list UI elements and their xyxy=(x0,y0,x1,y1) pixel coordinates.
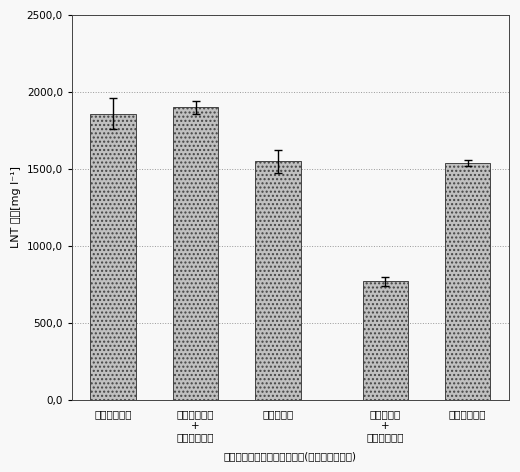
Bar xyxy=(362,281,408,400)
Bar xyxy=(90,114,136,400)
X-axis label: ラクトースに追加した炭素源(複数の場合あり): ラクトースに追加した炭素源(複数の場合あり) xyxy=(224,451,357,461)
Y-axis label: LNT 濃度[mg l⁻¹]: LNT 濃度[mg l⁻¹] xyxy=(11,166,21,248)
Bar xyxy=(445,163,490,400)
Bar xyxy=(255,161,301,400)
Bar xyxy=(173,108,218,400)
